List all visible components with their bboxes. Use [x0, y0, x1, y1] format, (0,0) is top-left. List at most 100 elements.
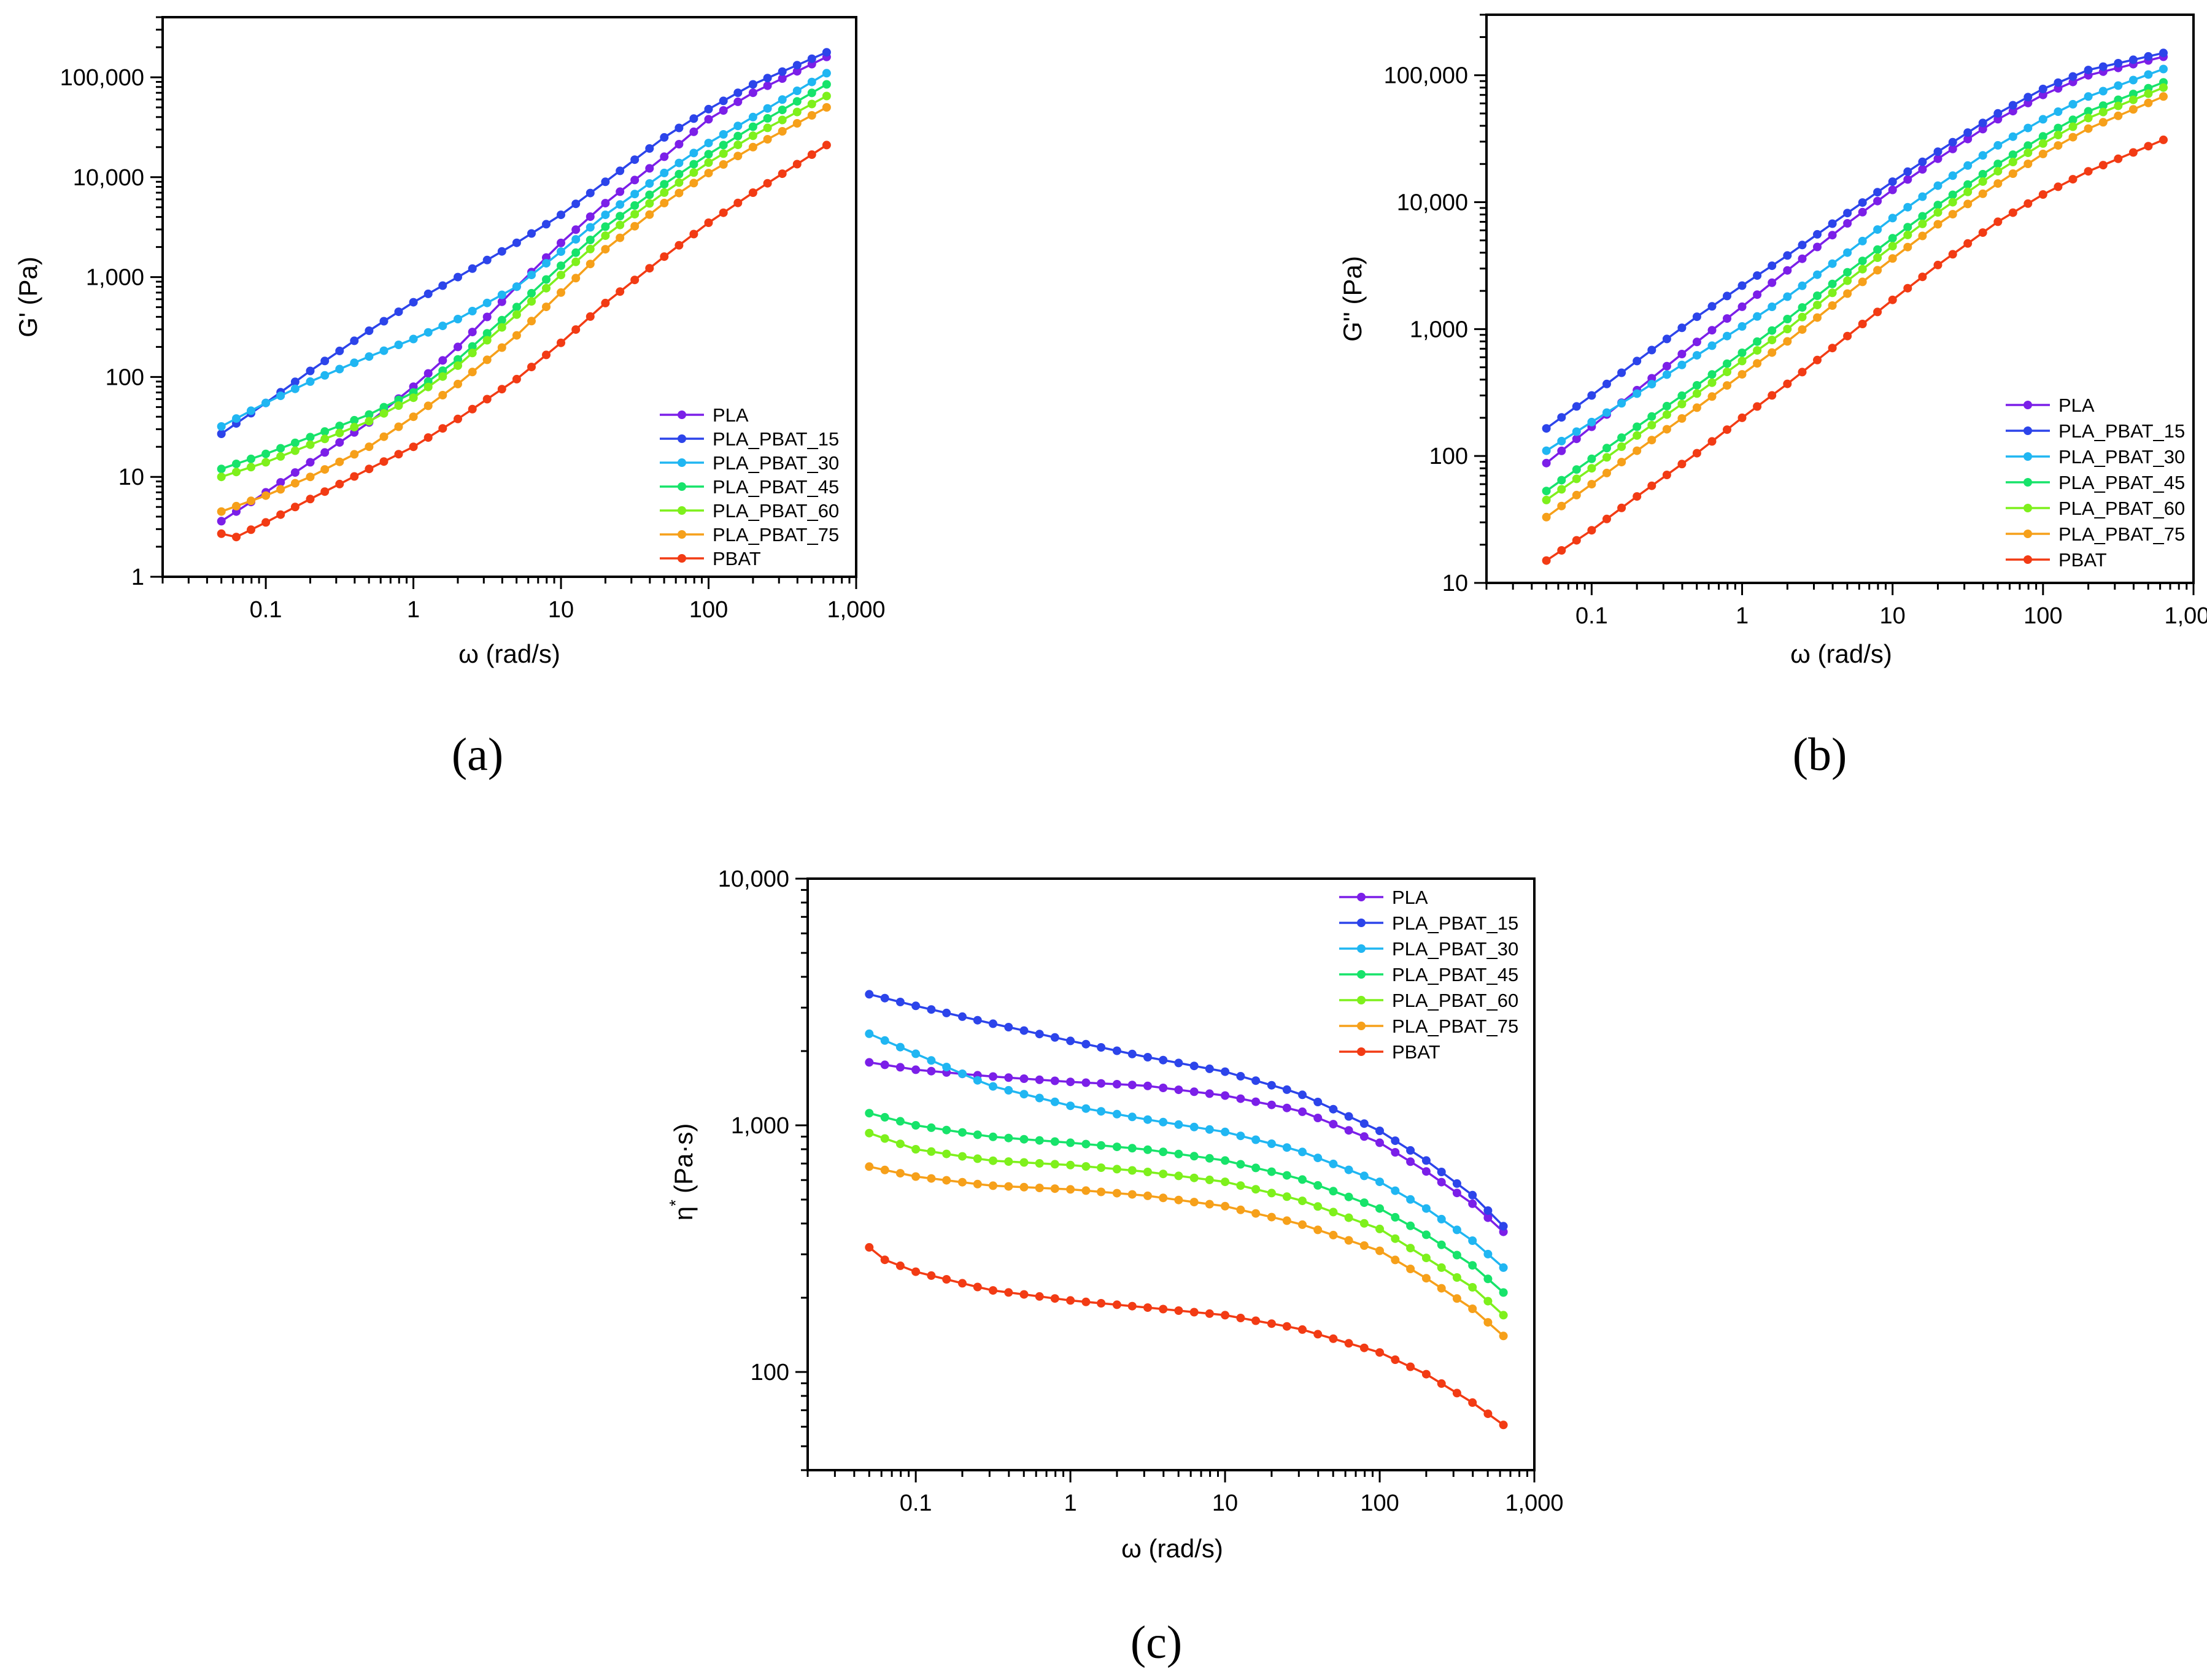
- data-point: [601, 245, 610, 254]
- data-point: [2054, 78, 2063, 87]
- data-point: [927, 1147, 936, 1156]
- data-point: [1112, 1109, 1121, 1119]
- data-point: [276, 485, 285, 494]
- data-point: [232, 533, 241, 542]
- data-point: [2068, 133, 2078, 142]
- data-point: [1843, 209, 1852, 218]
- data-point: [807, 54, 816, 63]
- data-point: [557, 238, 565, 247]
- data-point: [1375, 1127, 1384, 1135]
- data-point: [2068, 115, 2078, 125]
- data-point: [1978, 189, 1987, 198]
- data-point: [1933, 201, 1942, 210]
- data-point: [571, 257, 581, 266]
- data-point: [2084, 92, 2093, 101]
- data-point: [1421, 1230, 1431, 1239]
- data-point: [1004, 1023, 1013, 1031]
- data-point: [1236, 1072, 1245, 1081]
- legend-label: PLA_PBAT_15: [1392, 912, 1518, 934]
- data-point: [320, 448, 330, 457]
- data-point: [1963, 180, 1973, 189]
- data-point: [365, 464, 374, 474]
- data-point: [733, 198, 743, 207]
- data-point: [1112, 1142, 1121, 1152]
- data-point: [1903, 175, 1912, 184]
- data-point: [973, 1130, 982, 1139]
- data-point: [1483, 1409, 1493, 1419]
- data-point: [276, 452, 285, 461]
- data-point: [942, 1125, 951, 1135]
- data-point: [792, 119, 802, 128]
- data-point: [1633, 446, 1642, 455]
- data-point: [1662, 401, 1671, 410]
- data-point: [1499, 1311, 1508, 1320]
- data-point: [1282, 1085, 1291, 1094]
- panel-c-label: (c): [1131, 1617, 1182, 1668]
- data-point: [1978, 151, 1987, 160]
- data-point: [1662, 361, 1671, 371]
- data-point: [261, 449, 271, 458]
- data-point: [2008, 150, 2017, 160]
- data-point: [1437, 1168, 1446, 1176]
- data-point: [778, 169, 787, 179]
- data-point: [290, 503, 300, 512]
- data-point: [1035, 1292, 1044, 1301]
- data-point: [704, 150, 713, 159]
- data-point: [1066, 1138, 1075, 1147]
- data-point: [438, 356, 447, 365]
- data-point: [512, 331, 521, 340]
- data-point: [1873, 188, 1882, 197]
- data-point: [454, 361, 462, 370]
- data-point: [379, 432, 388, 441]
- legend-item-PLA_PBAT_45: PLA_PBAT_45: [660, 476, 839, 498]
- series-PLA: [865, 1058, 1508, 1236]
- data-point: [1948, 210, 1957, 219]
- legend-swatch-marker: [1357, 1022, 1366, 1030]
- data-point: [1329, 1104, 1338, 1114]
- data-point: [1359, 1343, 1369, 1352]
- data-point: [1843, 276, 1852, 285]
- data-point: [630, 175, 640, 185]
- data-point: [335, 428, 344, 437]
- data-point: [1783, 379, 1792, 388]
- data-point: [2098, 118, 2108, 127]
- data-point: [1677, 414, 1687, 423]
- data-point: [1298, 1107, 1307, 1116]
- data-point: [1050, 1160, 1059, 1169]
- data-point: [1933, 154, 1942, 163]
- data-point: [733, 152, 743, 161]
- y-tick-label: 10,000: [718, 866, 789, 892]
- series-PLA_PBAT_60: [1542, 83, 2168, 504]
- data-point: [1004, 1073, 1013, 1082]
- data-point: [542, 283, 551, 293]
- data-point: [1602, 444, 1611, 453]
- legend-label: PLA_PBAT_45: [1392, 964, 1518, 985]
- data-point: [1542, 556, 1551, 565]
- data-point: [1375, 1138, 1384, 1147]
- data-point: [1978, 125, 1987, 134]
- data-point: [2068, 72, 2078, 81]
- data-point: [645, 264, 654, 273]
- data-point: [2098, 62, 2108, 71]
- legend-label: PLA_PBAT_60: [1392, 990, 1518, 1011]
- data-point: [645, 210, 654, 219]
- data-point: [1858, 198, 1867, 207]
- data-point: [1617, 442, 1626, 451]
- data-point: [1587, 391, 1596, 400]
- data-point: [1647, 481, 1656, 490]
- series-PLA_PBAT_60: [865, 1128, 1508, 1320]
- data-point: [365, 417, 374, 426]
- panel-c-plot-marks: [865, 990, 1508, 1430]
- data-point: [1081, 1186, 1091, 1195]
- data-point: [1633, 389, 1642, 398]
- data-point: [379, 457, 388, 466]
- data-point: [438, 322, 447, 331]
- data-point: [1359, 1171, 1369, 1181]
- data-point: [1159, 1147, 1168, 1157]
- data-point: [1143, 1081, 1152, 1090]
- data-point: [689, 127, 698, 136]
- data-point: [911, 1172, 921, 1181]
- data-point: [2114, 95, 2123, 104]
- data-point: [973, 1282, 982, 1292]
- panel-a: 0.1 1 10 100 1,000 1 10 100 1,000 10,000 100,000 ω…: [14, 16, 886, 780]
